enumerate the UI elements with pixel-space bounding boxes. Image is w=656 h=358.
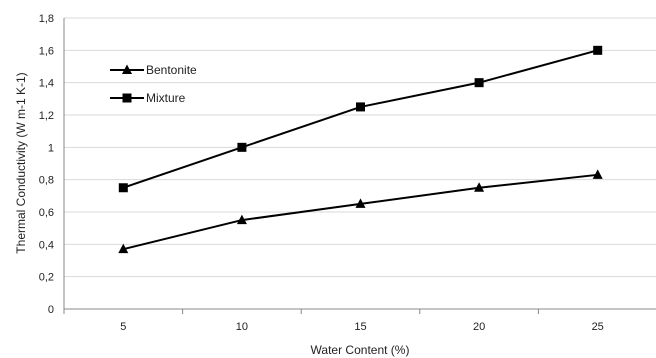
y-tick-label: 0,8 [39,175,54,187]
data-point-square [356,102,365,112]
y-tick-label: 0 [48,304,54,316]
series-mixture [118,45,603,193]
data-point-triangle [118,243,129,254]
x-tick-label: 15 [354,321,366,333]
y-tick-label: 1,2 [39,110,54,122]
y-tick-label: 1,8 [39,13,54,25]
data-point-square [474,78,484,88]
x-tick-labels: 5 10 15 20 25 [63,309,604,333]
y-tick-labels: 0 0,2 0,4 0,6 0,8 1 1,2 1,4 1,6 1,8 [39,13,54,316]
y-tick-label: 0,2 [39,272,54,284]
x-tick-label: 25 [592,321,604,333]
legend: Bentonite Mixture [110,63,197,105]
y-tick-label: 1,4 [39,78,54,90]
axes [63,18,656,310]
series-bentonite [118,169,603,254]
legend-label: Bentonite [146,63,197,77]
data-point-triangle [355,198,366,208]
legend-item: Mixture [110,91,186,105]
data-point-triangle [474,182,485,192]
y-axis-title: Thermal Conductivity (W m-1 K-1) [14,72,28,253]
legend-item: Bentonite [110,63,197,77]
x-tick-label: 20 [473,321,485,333]
data-point-square [122,93,132,103]
x-tick-label: 10 [236,321,248,333]
gridlines [64,17,656,278]
data-point-triangle [592,169,603,179]
data-point-square [593,45,603,55]
data-point-triangle [236,214,247,225]
x-tick-label: 5 [120,321,126,333]
data-point-square [118,183,128,193]
legend-label: Mixture [146,91,186,105]
y-tick-label: 1,6 [39,45,54,57]
y-tick-label: 0,4 [39,239,54,251]
x-axis-title: Water Content (%) [311,343,410,357]
series-group [118,45,603,254]
data-point-triangle [122,64,132,74]
data-point-square [237,142,247,152]
y-tick-label: 1 [48,142,54,154]
y-tick-label: 0,6 [39,207,54,219]
